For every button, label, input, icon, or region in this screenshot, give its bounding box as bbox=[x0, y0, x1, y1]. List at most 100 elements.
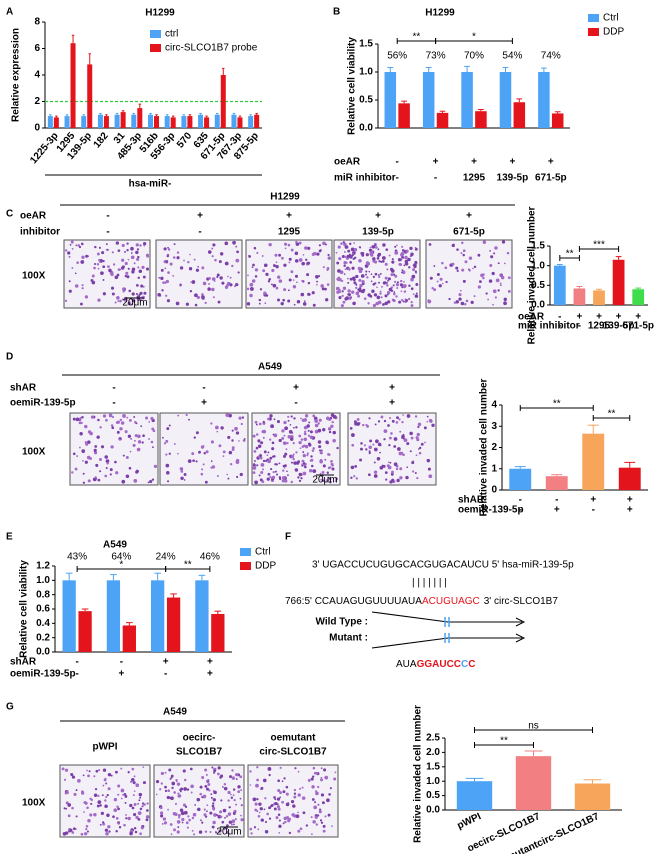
cell bbox=[401, 245, 404, 248]
cell bbox=[332, 430, 337, 435]
cell bbox=[318, 244, 321, 247]
cell bbox=[343, 264, 346, 267]
cell bbox=[283, 441, 287, 445]
cell bbox=[343, 273, 346, 275]
cell bbox=[323, 768, 327, 772]
condition-value: - bbox=[396, 157, 399, 168]
cell bbox=[249, 287, 254, 291]
cell bbox=[401, 249, 405, 252]
cell bbox=[142, 275, 146, 279]
cell bbox=[267, 459, 271, 464]
cell bbox=[135, 293, 138, 296]
cell bbox=[142, 766, 145, 768]
cell bbox=[461, 268, 465, 272]
cell bbox=[377, 248, 380, 251]
cell bbox=[86, 769, 88, 772]
cell bbox=[276, 420, 280, 424]
cell bbox=[378, 281, 380, 284]
cell bbox=[393, 291, 396, 293]
y-tick-label: 0.6 bbox=[36, 604, 50, 615]
cell bbox=[464, 303, 467, 306]
condition-label: oemiR-139-5p bbox=[10, 398, 76, 409]
cell bbox=[258, 302, 261, 305]
cell bbox=[237, 785, 241, 789]
cell bbox=[402, 453, 405, 457]
cell bbox=[257, 440, 261, 443]
cell bbox=[102, 292, 106, 296]
percent-label: 24% bbox=[156, 552, 176, 563]
cell bbox=[399, 283, 403, 287]
cell bbox=[398, 451, 403, 456]
cell bbox=[316, 252, 320, 256]
cell bbox=[257, 828, 260, 831]
condition-value: - bbox=[106, 211, 109, 222]
cell bbox=[276, 805, 280, 809]
cell bbox=[231, 439, 234, 442]
cell bbox=[283, 777, 286, 780]
cell bbox=[123, 298, 128, 302]
bar bbox=[254, 114, 260, 128]
condition-label: miR inhibitor bbox=[518, 321, 580, 332]
cell bbox=[193, 833, 196, 836]
cell bbox=[328, 430, 332, 434]
cell bbox=[110, 286, 115, 290]
cell bbox=[312, 251, 317, 256]
cell bbox=[488, 279, 493, 283]
cell bbox=[138, 269, 143, 274]
condition-value: + bbox=[433, 157, 439, 168]
cell bbox=[165, 463, 170, 468]
cell bbox=[189, 289, 193, 293]
cell bbox=[114, 275, 119, 280]
cell bbox=[296, 281, 298, 284]
cell bbox=[128, 289, 132, 293]
cell bbox=[222, 808, 227, 813]
cell bbox=[402, 284, 407, 289]
cell bbox=[359, 246, 362, 249]
cell bbox=[179, 467, 184, 471]
cell bbox=[127, 816, 131, 821]
legend-swatch bbox=[588, 14, 599, 22]
cell bbox=[150, 416, 154, 421]
cell bbox=[258, 474, 261, 477]
cell bbox=[304, 414, 309, 418]
cell bbox=[162, 281, 165, 284]
cell bbox=[122, 454, 125, 457]
cell bbox=[64, 768, 69, 772]
cell bbox=[201, 821, 204, 824]
cell bbox=[116, 296, 120, 300]
cell bbox=[205, 773, 208, 776]
cell bbox=[148, 421, 151, 423]
cell bbox=[270, 424, 274, 429]
cell bbox=[219, 815, 223, 819]
cell bbox=[290, 454, 295, 459]
condition-value: + bbox=[466, 211, 472, 222]
construct-line bbox=[371, 637, 449, 649]
cell bbox=[65, 807, 68, 810]
cell bbox=[380, 260, 383, 263]
cell bbox=[362, 423, 365, 427]
cell bbox=[115, 241, 120, 245]
cell bbox=[409, 246, 413, 251]
cell bbox=[368, 417, 371, 420]
cell bbox=[426, 420, 429, 423]
cell bbox=[373, 474, 378, 478]
bar bbox=[204, 117, 210, 128]
cell bbox=[302, 462, 306, 465]
cell bbox=[262, 459, 266, 463]
cell bbox=[98, 768, 101, 772]
cell bbox=[273, 264, 276, 267]
cell bbox=[306, 261, 311, 265]
cell bbox=[233, 799, 236, 802]
bar bbox=[551, 113, 564, 128]
cell bbox=[158, 277, 160, 279]
cell bbox=[337, 245, 341, 249]
cell bbox=[393, 462, 398, 467]
cell bbox=[138, 792, 143, 797]
cell bbox=[102, 265, 106, 269]
cell bbox=[225, 830, 229, 834]
cell bbox=[376, 457, 381, 461]
bar bbox=[574, 783, 611, 810]
cell bbox=[179, 788, 182, 792]
cell bbox=[278, 462, 281, 465]
